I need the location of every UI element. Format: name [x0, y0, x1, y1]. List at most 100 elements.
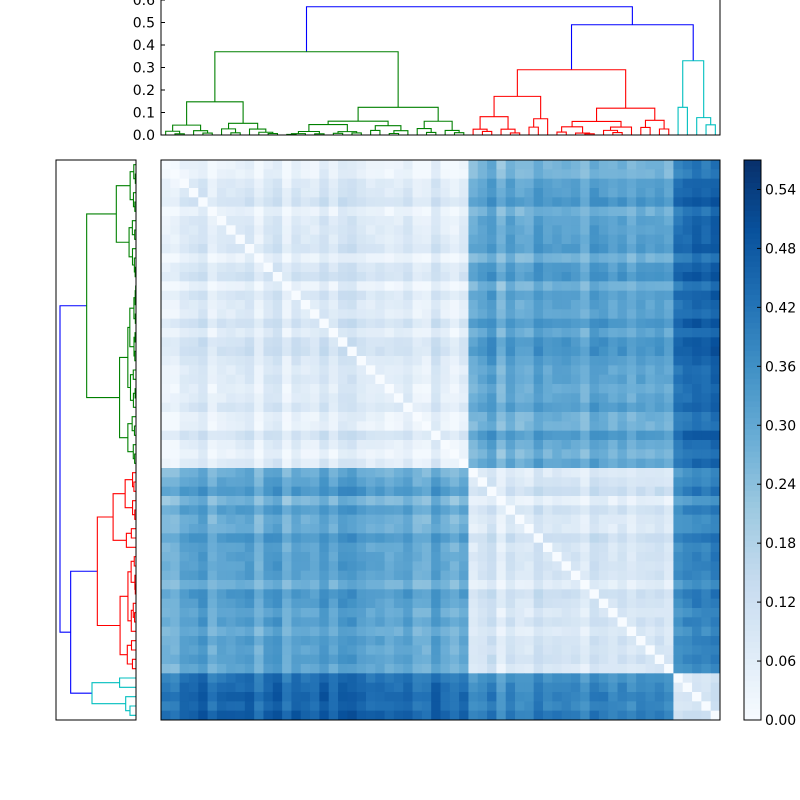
heatmap-cell-46-34: [477, 589, 488, 600]
heatmap-cell-14-47: [598, 290, 609, 301]
heatmap-cell-51-38: [515, 636, 525, 646]
heatmap-cell-28-53: [654, 421, 665, 432]
heatmap-cell-56-1: [170, 682, 181, 693]
heatmap-cell-10-48: [608, 253, 618, 264]
heatmap-cell-34-55: [673, 477, 684, 488]
heatmap-cell-7-17: [319, 225, 330, 236]
heatmap-cell-41-26: [403, 542, 413, 553]
heatmap-cell-19-38: [515, 337, 525, 348]
heatmap-cell-0-33: [468, 160, 479, 170]
heatmap-cell-45-56: [682, 580, 693, 590]
heatmap-cell-46-2: [179, 589, 190, 600]
heatmap-cell-56-36: [496, 682, 507, 693]
heatmap-cell-44-10: [254, 570, 264, 581]
heatmap-cell-20-52: [645, 346, 656, 357]
heatmap-cell-46-30: [440, 589, 451, 600]
heatmap-cell-13-30: [440, 281, 451, 292]
heatmap-cell-25-8: [235, 393, 246, 404]
heatmap-cell-34-14: [291, 477, 302, 488]
heatmap-cell-1-16: [310, 169, 320, 180]
heatmap-cell-46-31: [449, 589, 460, 600]
heatmap-cell-14-6: [216, 290, 227, 301]
heatmap-cell-32-50: [626, 458, 637, 469]
heatmap-cell-27-38: [515, 412, 525, 422]
heatmap-cell-46-44: [570, 589, 581, 600]
heatmap-cell-4-35: [487, 197, 497, 208]
heatmap-cell-57-12: [272, 692, 283, 702]
heatmap-cell-24-40: [533, 384, 544, 394]
top-dendrogram: [165, 6, 716, 136]
colorbar-segment-38: [744, 501, 761, 508]
heatmap-cell-54-11: [263, 664, 274, 674]
colorbar-segment-77: [744, 283, 761, 290]
heatmap-cell-35-53: [654, 486, 665, 497]
heatmap-cell-22-34: [477, 365, 488, 376]
heatmap-cell-13-32: [459, 281, 469, 292]
heatmap-cell-3-15: [300, 188, 311, 198]
heatmap-cell-9-17: [319, 244, 330, 254]
heatmap-cell-54-21: [356, 664, 367, 674]
heatmap-cell-5-38: [515, 206, 525, 217]
heatmap-cell-15-26: [403, 300, 413, 310]
heatmap-cell-36-40: [533, 496, 544, 506]
heatmap-cell-16-5: [207, 309, 218, 320]
heatmap-cell-56-0: [161, 682, 171, 693]
heatmap-cell-1-55: [673, 169, 684, 180]
heatmap-cell-39-25: [393, 524, 404, 534]
heatmap-cell-33-12: [272, 468, 283, 478]
heatmap-cell-43-0: [161, 561, 171, 572]
heatmap-cell-38-44: [570, 514, 581, 525]
heatmap-cell-0-2: [179, 160, 190, 170]
heatmap-cell-0-56: [682, 160, 693, 170]
heatmap-cell-37-47: [598, 505, 609, 516]
heatmap-cell-40-10: [254, 533, 264, 544]
heatmap-cell-37-50: [626, 505, 637, 516]
heatmap-cell-31-56: [682, 449, 693, 460]
heatmap-cell-52-21: [356, 645, 367, 656]
heatmap-cell-59-14: [291, 710, 302, 721]
heatmap-cell-51-47: [598, 636, 609, 646]
colorbar-segment-9: [744, 664, 761, 671]
heatmap-cell-14-51: [636, 290, 646, 301]
heatmap-cell-12-31: [449, 272, 460, 282]
heatmap-cell-50-23: [375, 626, 385, 637]
heatmap-cell-14-30: [440, 290, 451, 301]
heatmap-cell-4-29: [431, 197, 441, 208]
heatmap-cell-36-38: [515, 496, 525, 506]
heatmap-cell-13-15: [300, 281, 311, 292]
heatmap-cell-14-15: [300, 290, 311, 301]
heatmap-cell-44-14: [291, 570, 302, 581]
heatmap-cell-36-56: [682, 496, 693, 506]
heatmap-cell-19-36: [496, 337, 507, 348]
heatmap-cell-16-20: [347, 309, 358, 320]
heatmap-cell-48-5: [207, 608, 218, 618]
heatmap-cell-10-40: [533, 253, 544, 264]
heatmap-cell-41-43: [561, 542, 572, 553]
heatmap-cell-53-25: [393, 654, 404, 665]
heatmap-cell-8-26: [403, 234, 413, 245]
heatmap-cell-45-51: [636, 580, 646, 590]
heatmap-cell-43-10: [254, 561, 264, 572]
heatmap-cell-16-46: [589, 309, 600, 320]
heatmap-cell-46-53: [654, 589, 665, 600]
heatmap-cell-28-54: [664, 421, 674, 432]
heatmap-cell-43-57: [692, 561, 702, 572]
heatmap-cell-14-39: [524, 290, 535, 301]
heatmap-cell-32-12: [272, 458, 283, 469]
heatmap-cell-30-38: [515, 440, 525, 450]
heatmap-cell-5-23: [375, 206, 385, 217]
heatmap-cell-51-35: [487, 636, 497, 646]
heatmap-cell-50-25: [393, 626, 404, 637]
heatmap-cell-9-10: [254, 244, 264, 254]
heatmap-cell-33-25: [393, 468, 404, 478]
heatmap-cell-56-15: [300, 682, 311, 693]
heatmap-cell-47-14: [291, 598, 302, 609]
heatmap-cell-22-8: [235, 365, 246, 376]
heatmap-cell-8-39: [524, 234, 535, 245]
heatmap-cell-15-10: [254, 300, 264, 310]
heatmap-cell-28-57: [692, 421, 702, 432]
colorbar-segment-40: [744, 490, 761, 497]
heatmap-cell-45-37: [505, 580, 516, 590]
heatmap-cell-4-22: [365, 197, 376, 208]
heatmap-cell-32-5: [207, 458, 218, 469]
